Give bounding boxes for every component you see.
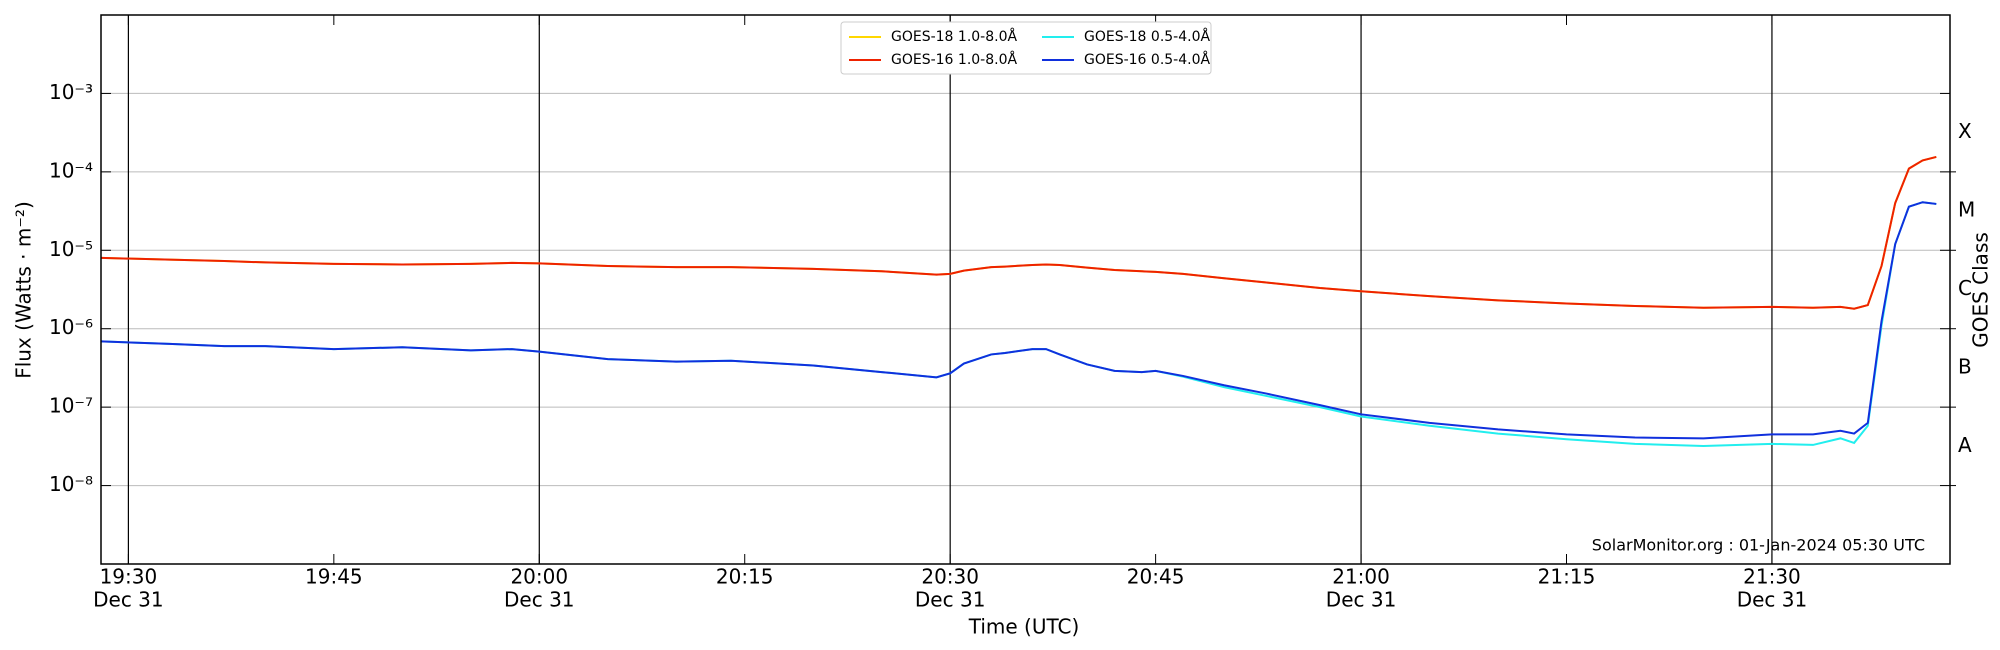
y-tick-label: 10⁻⁷: [49, 394, 93, 418]
y2-tick-label: A: [1958, 433, 1972, 457]
x-tick-label: 20:00: [510, 565, 568, 589]
legend-label: GOES-16 0.5-4.0Å: [1084, 51, 1210, 68]
series-line: [100, 201, 1937, 440]
x-tick-label: 19:45: [305, 565, 363, 589]
legend-box: [840, 21, 1212, 75]
x-tick-label: 20:45: [1127, 565, 1185, 589]
annotation: SolarMonitor.org : 01-Jan-2024 05:30 UTC: [1592, 536, 1925, 555]
y2-tick-label: X: [1958, 119, 1972, 143]
y-tick-label: 10⁻⁵: [49, 237, 93, 261]
x-tick-label: 19:30: [100, 565, 158, 589]
x-tick-label: Dec 31: [504, 588, 575, 612]
y-tick-label: 10⁻⁴: [49, 158, 93, 182]
y2-tick-label: M: [1958, 198, 1975, 222]
y-tick-label: 10⁻⁸: [49, 472, 93, 496]
y2-tick-label: C: [1958, 276, 1972, 300]
series-line: [100, 155, 1937, 310]
x-tick-label: 21:30: [1743, 565, 1801, 589]
y2-tick-label: B: [1958, 354, 1972, 378]
legend-label: GOES-16 1.0-8.0Å: [891, 51, 1017, 68]
x-tick-label: 20:30: [921, 565, 979, 589]
y2-axis-label: GOES Class: [1969, 232, 1993, 348]
x-tick-label: 21:15: [1538, 565, 1596, 589]
y-tick-label: 10⁻³: [49, 80, 93, 104]
x-tick-label: 20:15: [716, 565, 774, 589]
x-axis-label: Time (UTC): [968, 615, 1080, 639]
y-tick-label: 10⁻⁶: [49, 315, 93, 339]
x-tick-label: Dec 31: [93, 588, 164, 612]
legend-label: GOES-18 0.5-4.0Å: [1084, 28, 1210, 45]
x-tick-label: Dec 31: [1326, 588, 1397, 612]
x-tick-label: 21:00: [1332, 565, 1390, 589]
x-tick-label: Dec 31: [1737, 588, 1808, 612]
y-axis-label: Flux (Watts · m⁻²): [12, 201, 36, 379]
plot-frame: [100, 14, 1951, 565]
legend-label: GOES-18 1.0-8.0Å: [891, 28, 1017, 45]
x-tick-label: Dec 31: [915, 588, 986, 612]
